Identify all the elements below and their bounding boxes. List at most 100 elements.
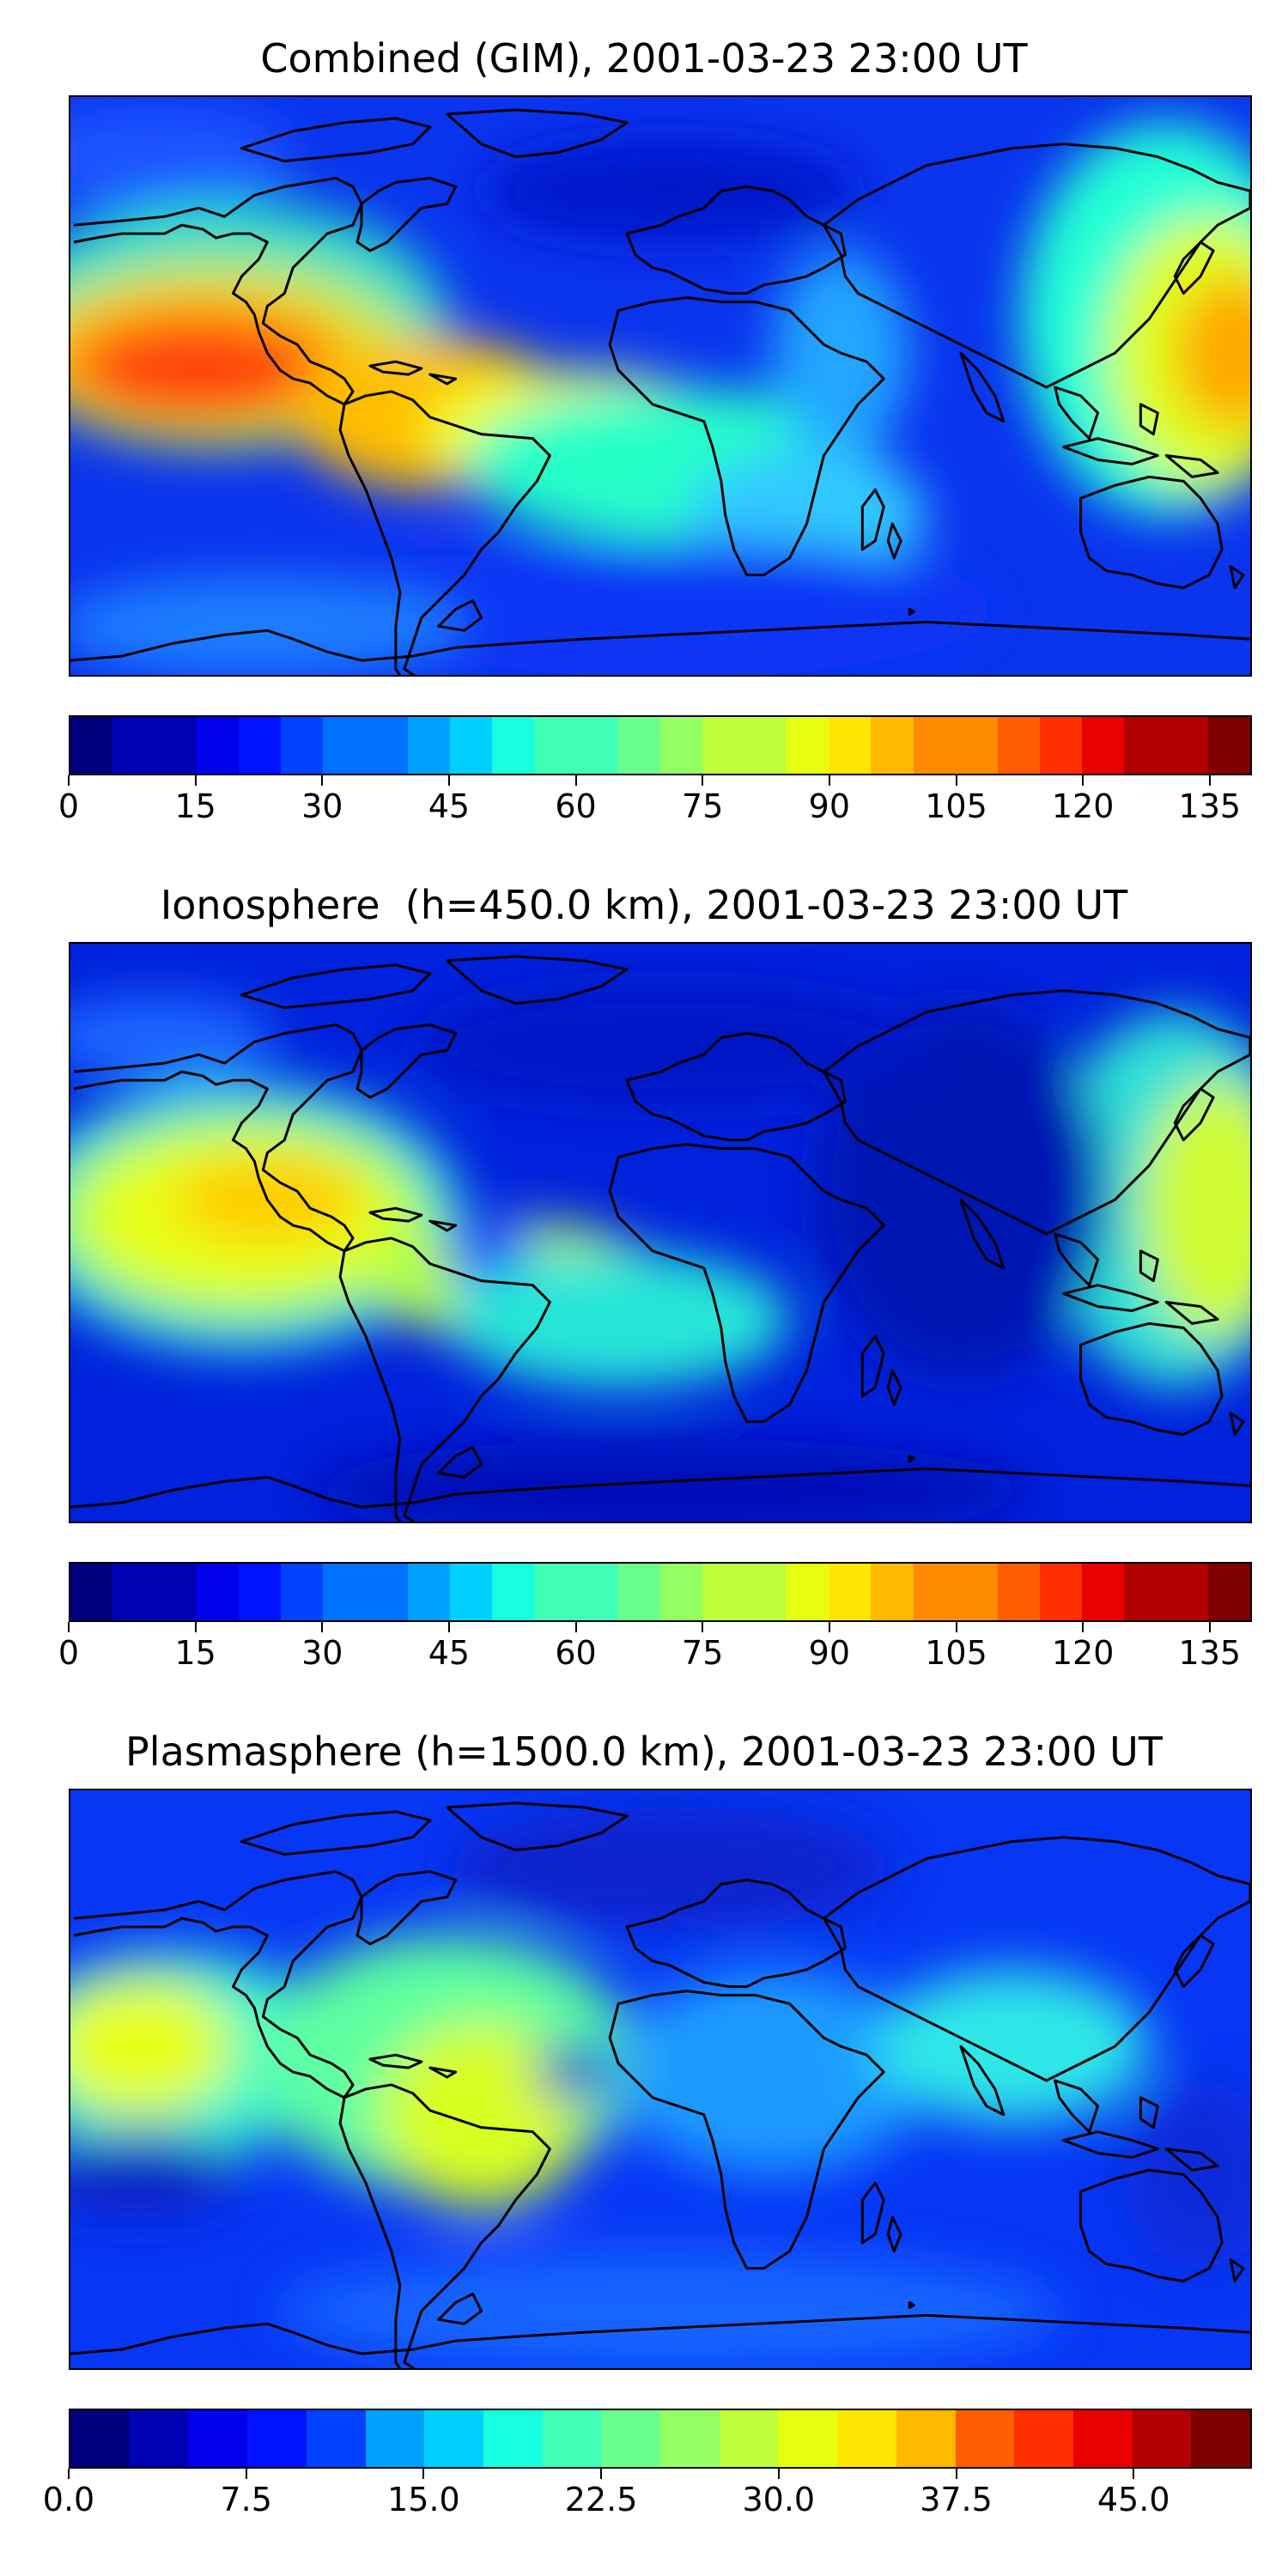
colorbar-tick bbox=[828, 775, 830, 786]
colorbar-tick-label: 75 bbox=[682, 787, 724, 825]
colorbar-tick bbox=[702, 775, 704, 786]
colorbar-tick bbox=[194, 775, 197, 786]
colorbar-tick-label: 135 bbox=[1178, 1634, 1242, 1672]
colorbar-tick-label: 0.0 bbox=[42, 2481, 95, 2518]
colorbar-tick-label: 90 bbox=[808, 1634, 851, 1672]
colorbar-segment bbox=[70, 717, 113, 774]
colorbar-tick bbox=[600, 2469, 603, 2479]
colorbar-segment bbox=[365, 717, 408, 774]
colorbar-tick-label: 7.5 bbox=[220, 2481, 272, 2518]
colorbar-tick-label: 0 bbox=[58, 1634, 80, 1672]
colorbar-segment bbox=[955, 1564, 998, 1620]
colorbar-tick-label: 45 bbox=[428, 787, 471, 825]
colorbar-segment bbox=[660, 1564, 703, 1620]
colorbar-tick bbox=[447, 775, 450, 786]
colorbar-segment bbox=[542, 2410, 602, 2467]
colorbar-tick-label: 75 bbox=[682, 1634, 724, 1672]
colorbar-segment bbox=[491, 717, 534, 774]
colorbar-tick-label: 22.5 bbox=[564, 2481, 638, 2518]
colorbar-segment bbox=[239, 717, 282, 774]
colorbar-tick-label: 37.5 bbox=[920, 2481, 993, 2518]
colorbar-tick-label: 105 bbox=[925, 787, 987, 825]
colorbar-tick bbox=[828, 1622, 830, 1632]
colorbar-segment bbox=[281, 717, 324, 774]
colorbar-tick bbox=[1082, 1622, 1084, 1632]
colorbar-segment bbox=[323, 717, 366, 774]
colorbar-segment bbox=[424, 2410, 483, 2467]
colorbar-segment bbox=[239, 1564, 282, 1620]
colorbar-tick bbox=[68, 1622, 70, 1632]
colorbar-tick bbox=[702, 1622, 704, 1632]
colorbar-tick-label: 45 bbox=[428, 1634, 471, 1672]
panel-2-title: Ionosphere (h=450.0 km), 2001-03-23 23:0… bbox=[160, 882, 1128, 928]
colorbar-tick bbox=[447, 1622, 450, 1632]
colorbar-segment bbox=[197, 1564, 240, 1620]
colorbar-segment bbox=[913, 717, 956, 774]
colorbar-segment bbox=[1081, 1564, 1124, 1620]
colorbar-tick-label: 30 bbox=[301, 787, 343, 825]
colorbar-segment bbox=[197, 717, 240, 774]
colorbar-segment bbox=[787, 1564, 829, 1620]
colorbar-segment bbox=[601, 2410, 661, 2467]
colorbar-segment bbox=[955, 717, 998, 774]
colorbar-segment bbox=[533, 1564, 576, 1620]
colorbar-segment bbox=[778, 2410, 838, 2467]
colorbar-segment bbox=[188, 2410, 248, 2467]
panel-1-colorbar bbox=[69, 715, 1252, 775]
colorbar-tick-label: 30 bbox=[301, 1634, 343, 1672]
panel-1-map bbox=[69, 95, 1252, 677]
colorbar-tick bbox=[68, 775, 70, 786]
colorbar-segment bbox=[407, 717, 450, 774]
panel-3-colorbar bbox=[69, 2409, 1252, 2469]
colorbar-tick bbox=[1208, 775, 1211, 786]
colorbar-segment bbox=[829, 1564, 872, 1620]
colorbar-tick-label: 105 bbox=[925, 1634, 987, 1672]
colorbar-segment bbox=[871, 1564, 914, 1620]
colorbar-tick-label: 90 bbox=[808, 787, 851, 825]
colorbar-tick bbox=[777, 2469, 780, 2479]
colorbar-segment bbox=[155, 717, 197, 774]
colorbar-segment bbox=[70, 2410, 130, 2467]
colorbar-segment bbox=[871, 717, 914, 774]
colorbar-segment bbox=[913, 1564, 956, 1620]
panel-2-colorbar bbox=[69, 1562, 1252, 1622]
colorbar-tick-label: 15.0 bbox=[387, 2481, 460, 2518]
colorbar-tick bbox=[245, 2469, 247, 2479]
colorbar-tick bbox=[1208, 1622, 1211, 1632]
colorbar-segment bbox=[1166, 1564, 1209, 1620]
colorbar-tick bbox=[422, 2469, 425, 2479]
colorbar-segment bbox=[1039, 1564, 1082, 1620]
colorbar-segment bbox=[449, 1564, 492, 1620]
colorbar-segment bbox=[1072, 2410, 1133, 2467]
colorbar-segment bbox=[829, 717, 872, 774]
colorbar-tick bbox=[955, 2469, 957, 2479]
colorbar-segment bbox=[281, 1564, 324, 1620]
colorbar-segment bbox=[323, 1564, 366, 1620]
colorbar-segment bbox=[719, 2410, 779, 2467]
colorbar-tick-label: 15 bbox=[174, 787, 216, 825]
colorbar-segment bbox=[112, 717, 155, 774]
colorbar-segment bbox=[1166, 717, 1209, 774]
colorbar-tick-label: 135 bbox=[1178, 787, 1242, 825]
colorbar-segment bbox=[365, 1564, 408, 1620]
colorbar-segment bbox=[365, 2410, 425, 2467]
colorbar-segment bbox=[112, 1564, 155, 1620]
colorbar-segment bbox=[955, 2410, 1015, 2467]
colorbar-segment bbox=[449, 717, 492, 774]
colorbar-segment bbox=[1191, 2410, 1251, 2467]
colorbar-segment bbox=[744, 717, 787, 774]
colorbar-segment bbox=[1208, 1564, 1251, 1620]
colorbar-tick bbox=[574, 1622, 577, 1632]
colorbar-segment bbox=[702, 1564, 745, 1620]
colorbar-segment bbox=[1123, 717, 1167, 774]
colorbar-segment bbox=[997, 717, 1040, 774]
colorbar-segment bbox=[744, 1564, 787, 1620]
panel-2-map bbox=[69, 942, 1252, 1523]
colorbar-segment bbox=[660, 717, 703, 774]
colorbar-segment bbox=[575, 717, 619, 774]
colorbar-segment bbox=[407, 1564, 450, 1620]
colorbar-segment bbox=[997, 1564, 1040, 1620]
colorbar-segment bbox=[1081, 717, 1124, 774]
colorbar-tick bbox=[955, 775, 957, 786]
colorbar-tick-label: 15 bbox=[174, 1634, 216, 1672]
